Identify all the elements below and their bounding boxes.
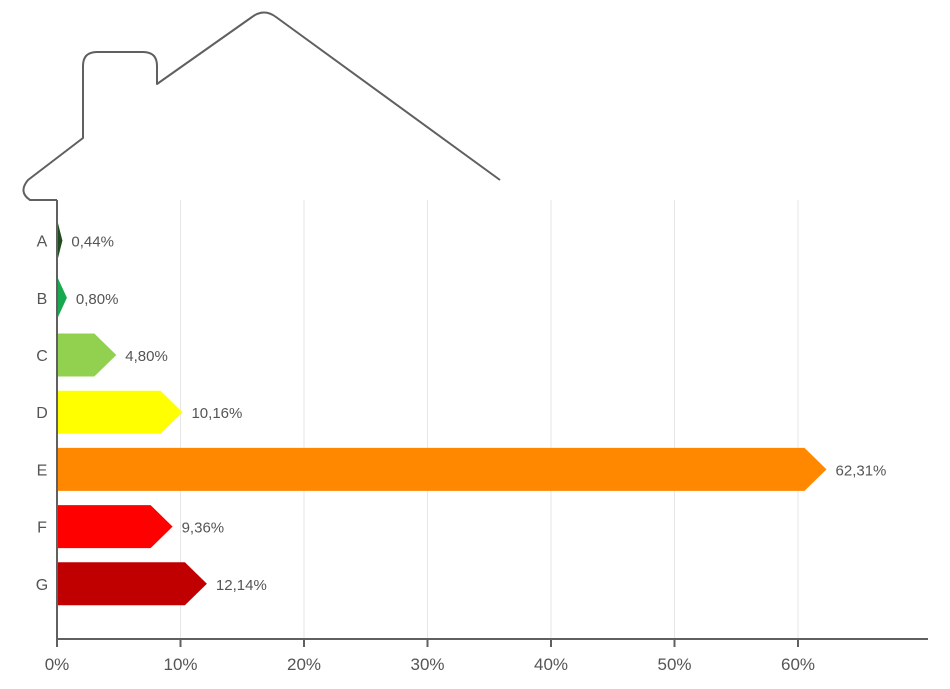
bar-d	[57, 390, 183, 434]
value-label-f: 9,36%	[182, 520, 225, 537]
bar-g	[57, 562, 207, 606]
bar-c	[57, 333, 117, 377]
category-label-c: C	[36, 348, 48, 365]
x-axis-ticks: 0% 10% 20% 30% 40% 50% 60%	[45, 639, 815, 674]
category-label-g: G	[36, 577, 48, 594]
category-label-d: D	[36, 405, 48, 422]
x-tick-label: 40%	[534, 655, 568, 674]
x-tick-label: 10%	[163, 655, 197, 674]
x-tick-label: 50%	[657, 655, 691, 674]
category-label-a: A	[37, 234, 48, 251]
house-outline-icon	[22, 11, 501, 201]
bar-a	[57, 219, 63, 263]
bar-b	[57, 276, 67, 320]
category-label-e: E	[37, 462, 48, 479]
category-label-f: F	[37, 520, 47, 537]
x-tick-label: 20%	[287, 655, 321, 674]
x-tick-label: 0%	[45, 655, 70, 674]
value-label-c: 4,80%	[125, 348, 168, 365]
gridlines	[180, 200, 799, 639]
value-label-b: 0,80%	[76, 291, 119, 308]
value-label-d: 10,16%	[191, 405, 242, 422]
value-label-g: 12,14%	[216, 577, 267, 594]
bar-e	[57, 447, 827, 491]
x-tick-label: 30%	[410, 655, 444, 674]
value-label-a: 0,44%	[71, 234, 114, 251]
category-labels: A B C D E F G	[36, 234, 48, 594]
bar-f	[57, 505, 173, 549]
value-label-e: 62,31%	[836, 462, 887, 479]
value-labels: 0,44% 0,80% 4,80% 10,16% 62,31% 9,36% 12,14%	[71, 234, 886, 594]
category-label-b: B	[37, 291, 48, 308]
x-tick-label: 60%	[781, 655, 815, 674]
bars	[57, 219, 827, 606]
